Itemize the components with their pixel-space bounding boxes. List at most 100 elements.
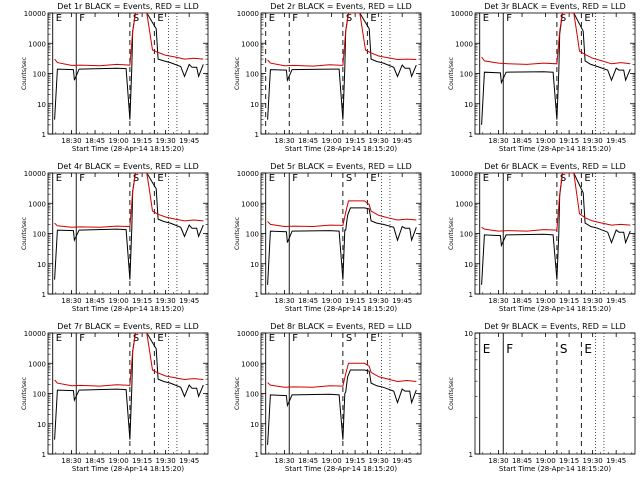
event-marker-label: E xyxy=(483,13,489,24)
chart-title: Det 7r BLACK = Events, RED = LLD xyxy=(57,322,199,331)
chart-title: Det 4r BLACK = Events, RED = LLD xyxy=(57,162,199,171)
y-axis-label: Counts/sec xyxy=(448,377,455,410)
x-tick-label: 18:30 xyxy=(274,297,294,305)
event-marker-label: E xyxy=(157,173,163,184)
x-tick-label: 18:45 xyxy=(512,137,532,145)
y-tick-label: 10000 xyxy=(24,170,46,178)
series-events-line xyxy=(267,207,417,285)
y-tick-label: 100 xyxy=(460,231,473,239)
x-tick-label: 18:45 xyxy=(298,457,318,465)
y-tick-label: 100 xyxy=(33,391,46,399)
x-tick-label: 19:30 xyxy=(369,137,389,145)
chart-panel-9: Det 9r BLACK = Events, RED = LLD 1 10 18:30… xyxy=(448,322,636,473)
y-tick-label: 1 xyxy=(42,131,46,139)
plot-frame xyxy=(47,172,209,295)
x-axis-label: Start Time (28-Apr-14 18:15:20) xyxy=(72,145,184,153)
series-events-line xyxy=(481,13,631,125)
x-tick-label: 18:30 xyxy=(61,297,81,305)
chart-panel-1: Det 1r BLACK = Events, RED = LLD 1 10 100 10… xyxy=(21,2,209,153)
y-axis-label: Counts/sec xyxy=(21,377,28,410)
chart-panel-6: Det 6r BLACK = Events, RED = LLD 1 10 100 10… xyxy=(448,162,636,313)
y-axis-label: Counts/sec xyxy=(234,57,241,90)
y-tick-label: 100 xyxy=(246,231,259,239)
y-tick-label: 1 xyxy=(42,291,46,299)
event-marker-label: S xyxy=(346,13,352,24)
y-tick-label: 1000 xyxy=(455,200,473,208)
series-events-line xyxy=(267,13,417,120)
x-tick-label: 18:30 xyxy=(274,457,294,465)
event-marker-label: S xyxy=(560,13,566,24)
x-tick-label: 19:00 xyxy=(321,457,341,465)
y-tick-label: 1000 xyxy=(241,360,259,368)
x-tick-label: 19:15 xyxy=(132,297,152,305)
event-marker-label: S xyxy=(133,13,139,24)
y-tick-label: 10 xyxy=(250,101,259,109)
event-marker-label: E xyxy=(370,333,376,344)
y-tick-label: 10 xyxy=(250,261,259,269)
x-tick-label: 19:15 xyxy=(559,297,579,305)
series-lld-line xyxy=(267,13,417,67)
y-tick-label: 1 xyxy=(42,451,46,459)
x-tick-label: 18:30 xyxy=(488,457,508,465)
chart-panel-7: Det 7r BLACK = Events, RED = LLD 1 10 100 10… xyxy=(21,322,209,473)
event-marker-label: F xyxy=(506,173,512,184)
chart-panel-5: Det 5r BLACK = Events, RED = LLD 1 10 100 10… xyxy=(234,162,422,313)
x-axis-label: Start Time (28-Apr-14 18:15:20) xyxy=(285,145,397,153)
event-marker-label: E xyxy=(157,13,163,24)
x-tick-label: 19:15 xyxy=(132,457,152,465)
y-tick-label: 1 xyxy=(469,131,473,139)
x-tick-label: 18:45 xyxy=(298,297,318,305)
x-tick-label: 19:30 xyxy=(583,457,603,465)
series-lld-line xyxy=(54,333,204,387)
x-axis-label: Start Time (28-Apr-14 18:15:20) xyxy=(499,465,611,473)
y-tick-label: 10000 xyxy=(24,10,46,18)
series-events-line xyxy=(54,333,204,440)
x-tick-label: 19:30 xyxy=(583,137,603,145)
event-marker-label: S xyxy=(346,173,352,184)
x-tick-label: 19:45 xyxy=(392,297,412,305)
chart-title: Det 2r BLACK = Events, RED = LLD xyxy=(270,2,412,11)
x-axis-label: Start Time (28-Apr-14 18:15:20) xyxy=(285,305,397,313)
chart-title: Det 8r BLACK = Events, RED = LLD xyxy=(270,322,412,331)
x-axis-label: Start Time (28-Apr-14 18:15:20) xyxy=(285,465,397,473)
y-tick-label: 1000 xyxy=(241,200,259,208)
event-marker-label: E xyxy=(56,13,62,24)
y-tick-label: 1 xyxy=(255,131,259,139)
chart-title: Det 1r BLACK = Events, RED = LLD xyxy=(57,2,199,11)
x-tick-label: 19:30 xyxy=(156,457,176,465)
x-tick-label: 19:15 xyxy=(345,457,365,465)
y-tick-label: 1 xyxy=(255,291,259,299)
x-tick-label: 18:30 xyxy=(274,137,294,145)
x-tick-label: 19:30 xyxy=(369,457,389,465)
x-tick-label: 19:15 xyxy=(559,137,579,145)
series-events-line xyxy=(54,13,204,120)
y-tick-label: 10000 xyxy=(451,10,473,18)
y-axis-label: Counts/sec xyxy=(21,217,28,250)
event-marker-label: E xyxy=(370,13,376,24)
x-tick-label: 19:45 xyxy=(392,457,412,465)
y-tick-label: 10 xyxy=(37,261,46,269)
x-tick-label: 19:45 xyxy=(606,137,626,145)
chart-title: Det 5r BLACK = Events, RED = LLD xyxy=(270,162,412,171)
x-tick-label: 19:30 xyxy=(156,137,176,145)
plot-frame xyxy=(260,12,422,135)
x-tick-label: 19:00 xyxy=(535,297,555,305)
x-tick-label: 18:45 xyxy=(512,297,532,305)
y-tick-label: 100 xyxy=(460,71,473,79)
event-marker-label: E xyxy=(483,173,489,184)
y-axis-label: Counts/sec xyxy=(234,217,241,250)
series-lld-line xyxy=(267,362,417,388)
plot-frame xyxy=(260,332,422,455)
event-marker-label: F xyxy=(506,342,513,356)
event-marker-label: E xyxy=(56,333,62,344)
chart-panel-4: Det 4r BLACK = Events, RED = LLD 1 10 100 10… xyxy=(21,162,209,313)
y-tick-label: 10000 xyxy=(237,330,259,338)
x-tick-label: 19:15 xyxy=(132,137,152,145)
x-tick-label: 18:30 xyxy=(488,137,508,145)
event-marker-label: F xyxy=(506,13,512,24)
series-lld-line xyxy=(54,13,204,67)
event-marker-label: S xyxy=(133,173,139,184)
event-marker-label: F xyxy=(79,173,85,184)
x-tick-label: 19:45 xyxy=(392,137,412,145)
y-tick-label: 100 xyxy=(33,71,46,79)
